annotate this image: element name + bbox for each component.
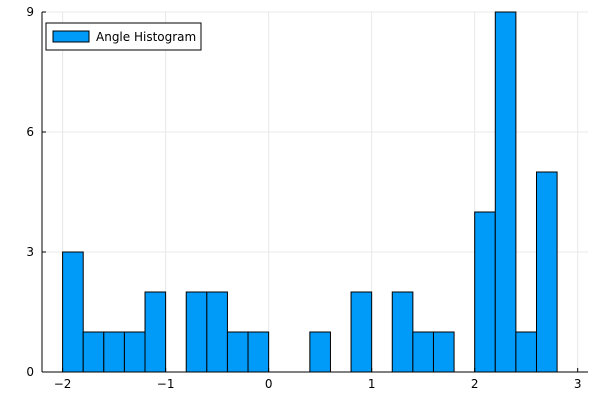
- ticks-layer: −2 −1 0 1 2 3 0 3 6 9: [26, 5, 581, 391]
- histogram-bar: [350, 291, 373, 373]
- histogram-bar: [62, 251, 84, 373]
- histogram-bar: [412, 331, 434, 373]
- histogram-bar: [391, 291, 414, 373]
- histogram-bar: [206, 291, 228, 373]
- histogram-bar: [144, 291, 167, 373]
- histogram-bar: [494, 11, 517, 373]
- histogram-bar: [103, 331, 125, 373]
- histogram-bar: [535, 171, 558, 373]
- histogram-bar: [309, 331, 331, 373]
- y-tick-label: 0: [26, 365, 34, 379]
- x-tick-label: 2: [471, 377, 479, 391]
- y-tick-label: 6: [26, 125, 34, 139]
- legend: Angle Histogram: [45, 22, 202, 51]
- histogram-bar: [82, 331, 105, 373]
- x-tick-label: 1: [368, 377, 376, 391]
- x-tick-label: 3: [574, 377, 582, 391]
- histogram-bar: [226, 331, 249, 373]
- x-tick-label: −2: [54, 377, 72, 391]
- x-tick-label: 0: [265, 377, 273, 391]
- legend-swatch: [52, 30, 90, 43]
- histogram-bar: [474, 211, 496, 373]
- histogram-bar: [247, 331, 270, 373]
- legend-label: Angle Histogram: [96, 30, 196, 44]
- axes-layer: [41, 12, 588, 373]
- histogram-bar: [432, 331, 455, 373]
- bars-layer: [62, 11, 558, 373]
- x-tick-label: −1: [157, 377, 175, 391]
- y-tick-label: 9: [26, 5, 34, 19]
- histogram-bar: [185, 291, 208, 373]
- histogram-bar: [123, 331, 146, 373]
- histogram-bar: [515, 331, 537, 373]
- y-tick-label: 3: [26, 245, 34, 259]
